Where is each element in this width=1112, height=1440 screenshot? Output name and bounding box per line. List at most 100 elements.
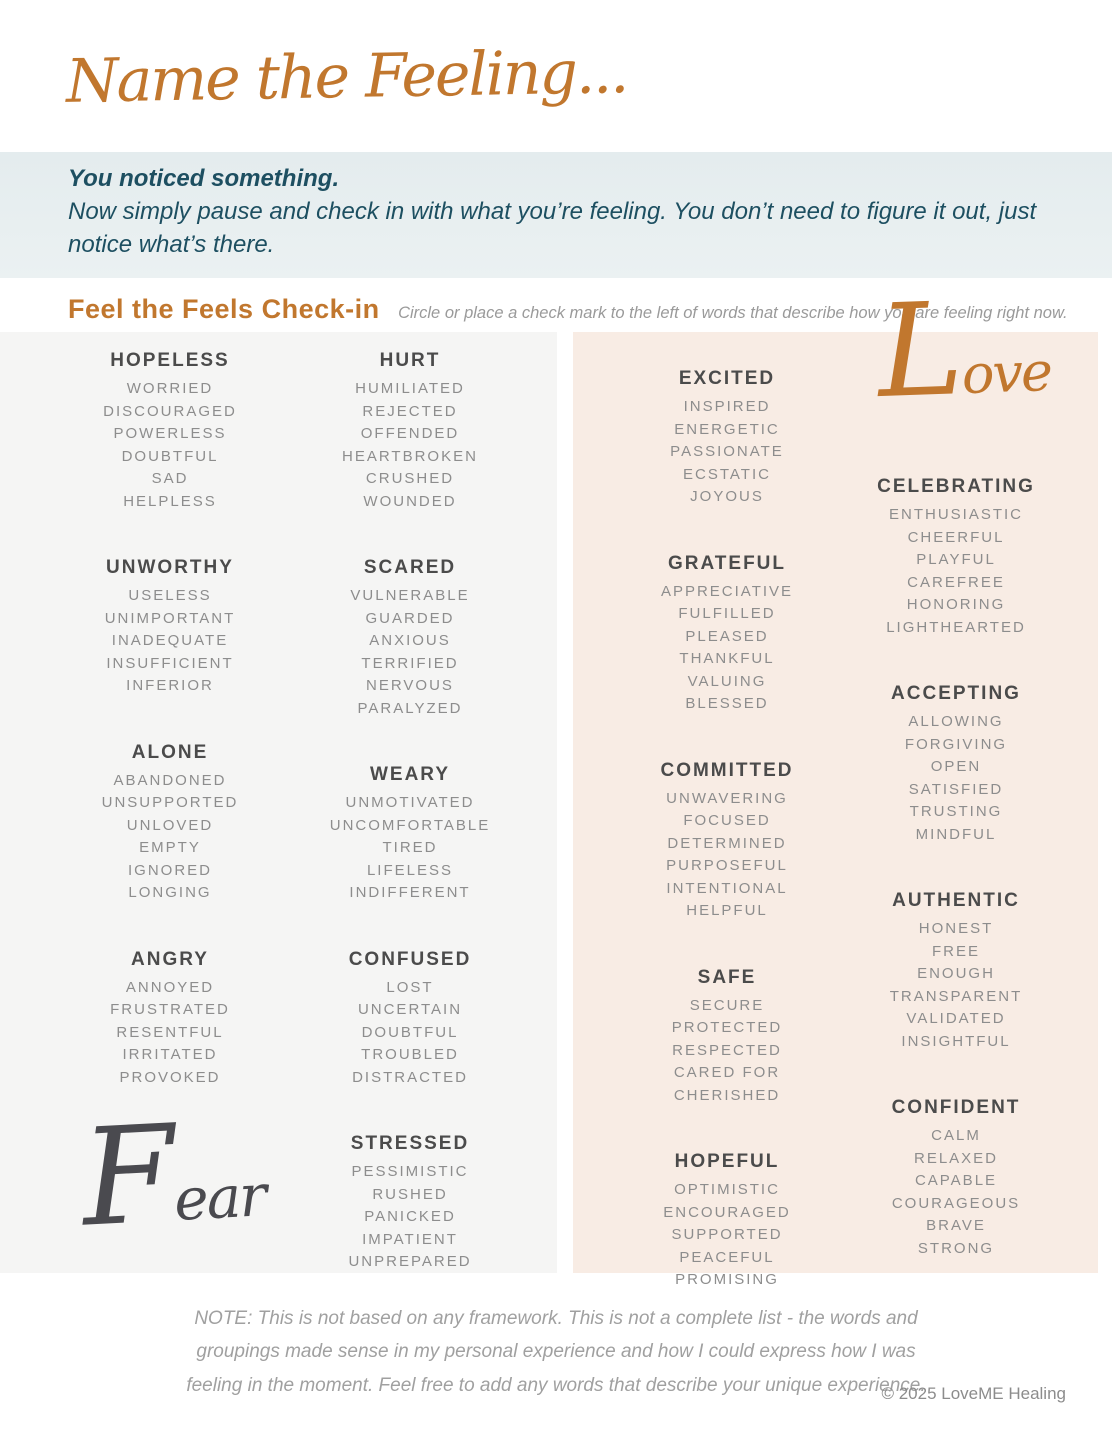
feeling-group: STRESSED PESSIMISTIC RUSHED PANICKED IMPATIE… — [280, 1133, 540, 1274]
feeling-word: OPEN — [930, 758, 982, 775]
feeling-word: FORGIVING — [904, 735, 1008, 753]
feeling-category-heading: SCARED — [363, 557, 457, 578]
fear-panel: HOPELESS WORRIED DISCOURAGED POWERLESS DOUBT… — [0, 332, 557, 1273]
feeling-word: DISCOURAGED — [103, 402, 237, 420]
feeling-word: FULFILLED — [678, 605, 776, 622]
feeling-word: INSUFFICIENT — [106, 654, 234, 672]
feeling-word: RUSHED — [372, 1185, 448, 1203]
feeling-category-heading: ANGRY — [131, 948, 209, 970]
feeling-word: DOUBTFUL — [121, 447, 219, 465]
feeling-word: VALIDATED — [906, 1010, 1006, 1027]
feeling-group: ALONE ABANDONED UNSUPPORTED UNLOVED EMPTY IGN… — [30, 742, 310, 905]
feeling-word: APPRECIATIVE — [660, 582, 794, 600]
feeling-word: CALM — [931, 1127, 981, 1144]
feeling-category-heading: HOPELESS — [110, 350, 230, 371]
feeling-word: ENOUGH — [917, 965, 995, 982]
feeling-word: UNCOMFORTABLE — [329, 816, 491, 834]
feeling-word: SUPPORTED — [671, 1226, 783, 1243]
feeling-word: TERRIFIED — [361, 654, 459, 672]
feeling-word: PROMISING — [675, 1271, 779, 1288]
feeling-word: REJECTED — [362, 402, 458, 420]
fear-column-2: HURT HUMILIATED REJECTED OFFENDED HEARTBROKE… — [280, 350, 540, 1318]
feeling-group: CONFUSED LOST UNCERTAIN DOUBTFUL TROUBLED DIS… — [280, 949, 540, 1090]
feeling-word: CAREFREE — [907, 573, 1005, 591]
feeling-word: WOUNDED — [363, 492, 457, 510]
feeling-category-heading: EXCITED — [678, 368, 776, 389]
feeling-word: LIGHTHEARTED — [886, 618, 1026, 636]
feeling-word: UNWAVERING — [666, 789, 788, 807]
footer-note: NOTE: This is not based on any framework… — [186, 1308, 926, 1396]
feeling-word: RESENTFUL — [116, 1023, 224, 1041]
feeling-word: HONORING — [906, 596, 1006, 613]
feeling-word: LIFELESS — [366, 861, 454, 879]
feeling-word: UNLOVED — [126, 816, 214, 834]
feeling-word: CAPABLE — [914, 1172, 998, 1189]
feeling-group: CELEBRATING ENTHUSIASTIC CHEERFUL PLAYFUL CA… — [831, 476, 1081, 639]
feeling-word: IGNORED — [127, 861, 212, 879]
feeling-word: UNIMPORTANT — [104, 609, 236, 627]
love-panel: EXCITED INSPIRED ENERGETIC PASSIONATE ECSTAT… — [573, 332, 1098, 1288]
checkin-instruction: Circle or place a check mark to the left… — [398, 304, 1068, 322]
feeling-word: PASSIONATE — [670, 443, 784, 460]
feeling-word: GUARDED — [365, 609, 455, 627]
feeling-group: ANGRY ANNOYED FRUSTRATED RESENTFUL IRRITATED… — [30, 949, 310, 1090]
feeling-group: AUTHENTIC HONEST FREE ENOUGH TRANSPARENT VALI… — [831, 890, 1081, 1053]
feeling-word: INSIGHTFUL — [901, 1032, 1011, 1050]
intro-body-line: Now simply pause and check in with what … — [68, 198, 1037, 259]
intro-text: You noticed something. Now simply pause … — [68, 162, 1058, 261]
feeling-word: UNPREPARED — [348, 1253, 472, 1270]
feeling-category-heading: SAFE — [697, 966, 757, 988]
feeling-word: STRONG — [917, 1239, 995, 1257]
feeling-category-heading: CONFUSED — [348, 948, 472, 970]
feeling-word: PLEASED — [685, 627, 769, 645]
feeling-group: CONFIDENT CALM RELAXED CAPABLE COURAGEOUS BRA… — [831, 1097, 1081, 1260]
feeling-word: RELAXED — [913, 1149, 999, 1167]
feeling-word: INTENTIONAL — [666, 879, 788, 897]
feeling-word: ECSTATIC — [683, 465, 771, 483]
feeling-word: THANKFUL — [679, 650, 775, 667]
feeling-word: FOCUSED — [683, 812, 771, 829]
page-title: Name the Feeling... — [65, 37, 628, 117]
fear-script-rest: ear — [172, 1161, 267, 1234]
feeling-word: TROUBLED — [361, 1046, 459, 1063]
feeling-word: PLAYFUL — [916, 551, 996, 568]
love-column-1: EXCITED INSPIRED ENERGETIC PASSIONATE ECSTAT… — [593, 368, 861, 1336]
feeling-word: PANICKED — [364, 1208, 456, 1225]
feeling-category-heading: UNWORTHY — [106, 557, 234, 578]
intro-band: You noticed something. Now simply pause … — [0, 152, 1112, 278]
feeling-word: PEACEFUL — [679, 1248, 775, 1266]
feeling-word: UNCERTAIN — [357, 1001, 463, 1018]
fear-column-1: HOPELESS WORRIED DISCOURAGED POWERLESS DOUBT… — [30, 350, 310, 1133]
feeling-group: HOPELESS WORRIED DISCOURAGED POWERLESS DOUBT… — [30, 350, 310, 513]
feeling-word: OPTIMISTIC — [674, 1181, 780, 1198]
feeling-word: LONGING — [128, 884, 212, 901]
feeling-category-heading: ACCEPTING — [891, 683, 1021, 704]
feeling-word: FRUSTRATED — [110, 1001, 230, 1018]
feeling-word: HELPFUL — [686, 902, 768, 919]
checkin-heading-row: Feel the Feels Check-in Circle or place … — [68, 294, 1088, 325]
feeling-word: ALLOWING — [908, 713, 1004, 730]
feeling-word: DETERMINED — [667, 834, 787, 852]
feeling-word: BRAVE — [926, 1217, 986, 1234]
feeling-word: HONEST — [918, 920, 994, 937]
feeling-group: HURT HUMILIATED REJECTED OFFENDED HEARTBROKE… — [280, 350, 540, 513]
love-script-rest: ove — [960, 340, 1052, 407]
feeling-word: PROVOKED — [119, 1068, 221, 1086]
feeling-word: TIRED — [382, 839, 438, 856]
feeling-word: ENCOURAGED — [663, 1203, 791, 1221]
feeling-word: SECURE — [689, 996, 765, 1014]
intro-lead-line: You noticed something. — [68, 165, 340, 192]
feeling-word: ENTHUSIASTIC — [888, 506, 1023, 523]
checkin-title: Feel the Feels Check-in — [68, 294, 380, 324]
feeling-group: SCARED VULNERABLE GUARDED ANXIOUS TERRIFIED N… — [280, 557, 540, 720]
feeling-category-heading: HURT — [379, 350, 441, 371]
feeling-word: PROTECTED — [671, 1019, 783, 1036]
feeling-word: ANNOYED — [125, 978, 215, 996]
feeling-word: VALUING — [687, 672, 767, 690]
feeling-word: HEARTBROKEN — [342, 447, 478, 465]
feeling-word: COURAGEOUS — [891, 1194, 1021, 1212]
feeling-category-heading: AUTHENTIC — [892, 890, 1020, 911]
